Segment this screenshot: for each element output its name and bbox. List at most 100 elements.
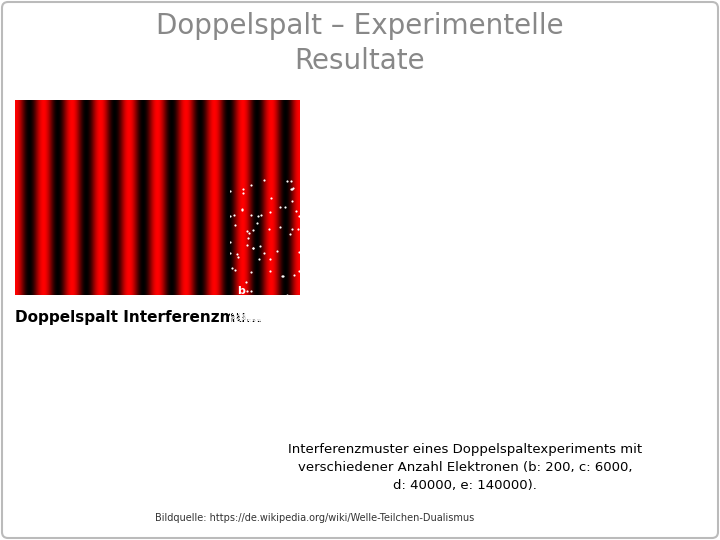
Point (472, 397, 484, 406)
Point (598, 359, 610, 367)
Point (278, 422, 289, 431)
Point (618, 407, 630, 416)
Point (591, 361, 603, 370)
Point (513, 398, 524, 407)
Point (592, 394, 603, 402)
Point (544, 321, 555, 329)
Point (547, 321, 559, 330)
Point (619, 366, 631, 375)
Point (624, 364, 636, 373)
Point (606, 343, 617, 352)
Point (541, 359, 553, 368)
Point (552, 418, 564, 427)
Point (680, 339, 691, 347)
Point (394, 329, 405, 338)
Point (493, 364, 505, 373)
Point (692, 334, 703, 343)
Point (638, 305, 649, 313)
Point (541, 346, 552, 354)
Point (587, 208, 598, 217)
Point (306, 302, 318, 310)
Point (522, 424, 534, 433)
Point (627, 417, 639, 426)
Point (478, 347, 490, 355)
Point (256, 412, 267, 421)
Point (531, 350, 542, 359)
Point (565, 363, 577, 372)
Point (470, 424, 482, 433)
Point (418, 363, 430, 372)
Point (262, 362, 274, 370)
Point (486, 362, 498, 371)
Point (500, 405, 511, 414)
Point (454, 368, 465, 376)
Point (665, 342, 676, 350)
Point (526, 322, 538, 331)
Point (570, 381, 581, 390)
Point (586, 402, 598, 411)
Point (249, 307, 261, 315)
Point (501, 274, 513, 283)
Point (660, 329, 671, 338)
Point (663, 351, 675, 360)
Point (662, 303, 673, 312)
Point (496, 396, 508, 405)
Point (464, 397, 475, 406)
Point (492, 386, 503, 395)
Point (672, 335, 683, 343)
Point (472, 392, 484, 401)
Point (342, 415, 354, 423)
Point (469, 324, 481, 333)
Point (629, 321, 640, 330)
Point (626, 404, 637, 413)
Point (562, 341, 573, 349)
Point (314, 305, 325, 314)
Point (669, 423, 680, 432)
Point (582, 338, 594, 346)
Point (456, 189, 468, 198)
Point (527, 351, 539, 360)
Point (531, 374, 542, 383)
Point (580, 423, 591, 431)
Point (679, 310, 690, 319)
Point (523, 317, 534, 326)
Point (482, 329, 493, 338)
Point (336, 321, 348, 329)
Point (572, 377, 583, 386)
Point (343, 347, 354, 355)
Point (540, 339, 552, 347)
Point (687, 378, 698, 387)
Point (416, 390, 428, 399)
Point (460, 393, 472, 401)
Point (462, 194, 473, 203)
Point (480, 345, 492, 354)
Point (588, 420, 600, 428)
Point (528, 419, 540, 428)
Point (644, 418, 656, 427)
Point (660, 422, 671, 430)
Point (623, 348, 634, 357)
Point (641, 410, 652, 418)
Point (658, 379, 670, 387)
Point (296, 315, 307, 324)
Point (531, 372, 543, 380)
Point (480, 303, 491, 312)
Point (545, 318, 557, 327)
Point (529, 319, 541, 327)
Point (645, 301, 657, 309)
Point (513, 300, 525, 308)
Point (585, 370, 596, 379)
Point (570, 414, 581, 422)
Point (572, 312, 584, 321)
Point (438, 352, 450, 360)
Point (591, 422, 603, 431)
Point (692, 403, 703, 412)
Point (642, 299, 653, 307)
Point (395, 406, 406, 414)
Point (541, 352, 553, 361)
Point (431, 377, 442, 386)
Point (490, 377, 502, 386)
Point (665, 388, 677, 396)
Point (528, 388, 539, 396)
Point (518, 356, 529, 364)
